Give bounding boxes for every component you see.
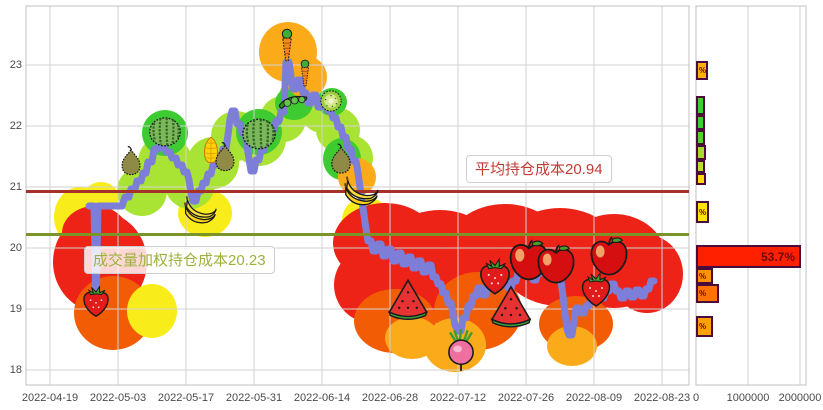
apple-icon [590,236,628,276]
x-axis-tick: 2022-05-03 [89,392,147,404]
x-axis-tick: 2022-05-31 [225,392,283,404]
vwap-cost-line [26,232,689,236]
volume-axis-tick: 2000000 [778,392,822,404]
avg-cost-line [26,189,689,193]
carrot-icon [300,59,310,87]
volume-bar[interactable]: % [696,61,708,80]
peas-icon [278,95,308,109]
y-axis-tick: 19 [9,303,22,315]
y-axis-tick: 18 [9,364,22,376]
x-axis-tick: 2022-06-28 [361,392,419,404]
y-axis-tick: 20 [9,242,22,254]
kiwi-icon [320,90,342,112]
watermelon-icon [148,116,182,147]
bar-percentage: % [699,322,707,331]
pear-icon [121,146,141,176]
apple-icon [537,244,575,284]
vwap-cost-label: 成交量加权持仓成本20.23 [84,246,275,274]
y-axis-tick: 23 [9,59,22,71]
corn-icon [204,136,218,164]
x-axis-tick: 2022-05-17 [157,392,215,404]
x-axis-tick: 2022-04-19 [21,392,79,404]
x-axis-tick: 2022-06-14 [293,392,351,404]
strawberry-icon [581,272,611,307]
radish-icon [447,328,475,372]
volume-bar[interactable]: % [696,201,709,223]
volume-bar[interactable] [696,130,705,145]
volume-bar[interactable] [696,173,706,185]
banana-icon [343,175,380,206]
bar-percentage: % [699,289,707,298]
volume-bar[interactable] [696,145,706,160]
x-axis-tick: 2022-07-26 [497,392,555,404]
pear-icon [215,142,235,172]
heat-blob [385,317,439,359]
bar-percentage: % [699,271,707,281]
strawberry-icon [83,285,109,317]
carrot-icon [281,28,293,62]
volume-bar[interactable] [696,115,705,130]
x-axis-tick: 2022-08-23 [633,392,691,404]
volume-bar[interactable]: % [696,284,719,303]
banana-icon [183,195,218,224]
watermelon-icon [241,118,277,150]
volume-bar[interactable]: % [696,268,713,284]
strawberry-icon [480,258,510,295]
wslice-icon [388,279,428,321]
volume-bar[interactable]: % [696,316,713,337]
volume-axis-tick: 1000000 [726,392,770,404]
price-line[interactable] [85,58,658,339]
heat-blob [127,284,177,338]
volume-bar[interactable] [696,160,705,173]
x-axis-tick: 2022-07-12 [429,392,487,404]
y-axis-tick: 21 [9,181,22,193]
bar-percentage: % [699,66,707,75]
volume-bar[interactable] [696,96,705,115]
volume-axis-tick: 0 [692,392,700,404]
y-axis-tick: 22 [9,120,22,132]
bar-percentage: % [699,207,707,217]
pear-icon [331,143,351,174]
avg-cost-label: 平均持仓成本20.94 [466,155,612,183]
x-axis-tick: 2022-08-09 [565,392,623,404]
main-bar-percentage: 53.7% [760,249,795,264]
volume-bar[interactable]: 53.7% [696,245,801,268]
